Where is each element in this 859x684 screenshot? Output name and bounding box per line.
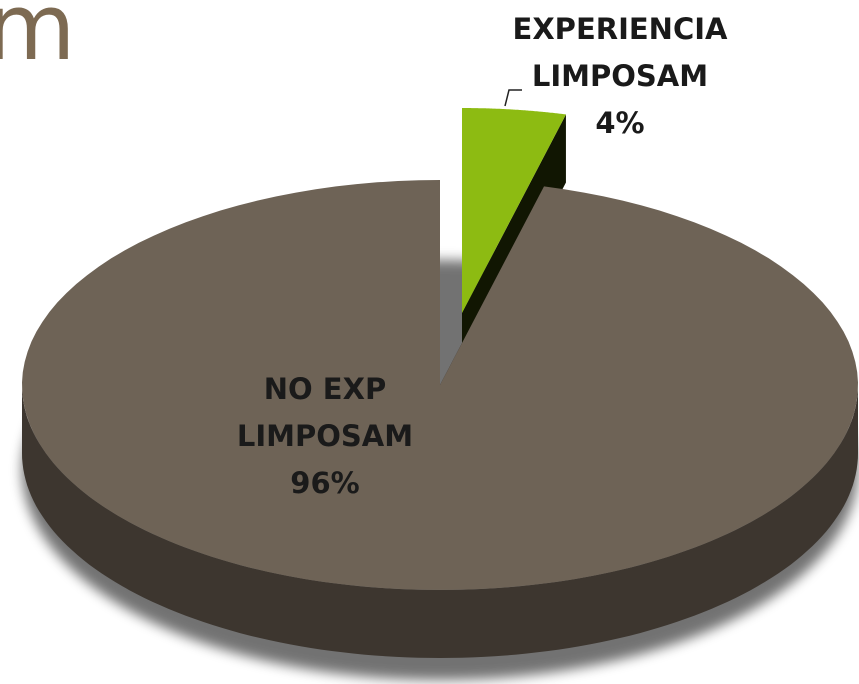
slice-label: NO EXP LIMPOSAM 96% [225, 366, 425, 507]
pie [22, 108, 858, 658]
label-category: EXPERIENCIA LIMPOSAM [512, 12, 728, 93]
label-category: NO EXP LIMPOSAM [236, 372, 414, 453]
pie-slice [462, 108, 566, 313]
label-value: 96% [290, 466, 360, 500]
pie-slice [22, 180, 858, 590]
slice-label: EXPERIENCIA LIMPOSAM 4% [500, 6, 740, 147]
chart-title: m [0, 0, 76, 81]
slice-side [22, 385, 858, 658]
leader-line [504, 89, 522, 107]
label-value: 4% [595, 106, 645, 140]
